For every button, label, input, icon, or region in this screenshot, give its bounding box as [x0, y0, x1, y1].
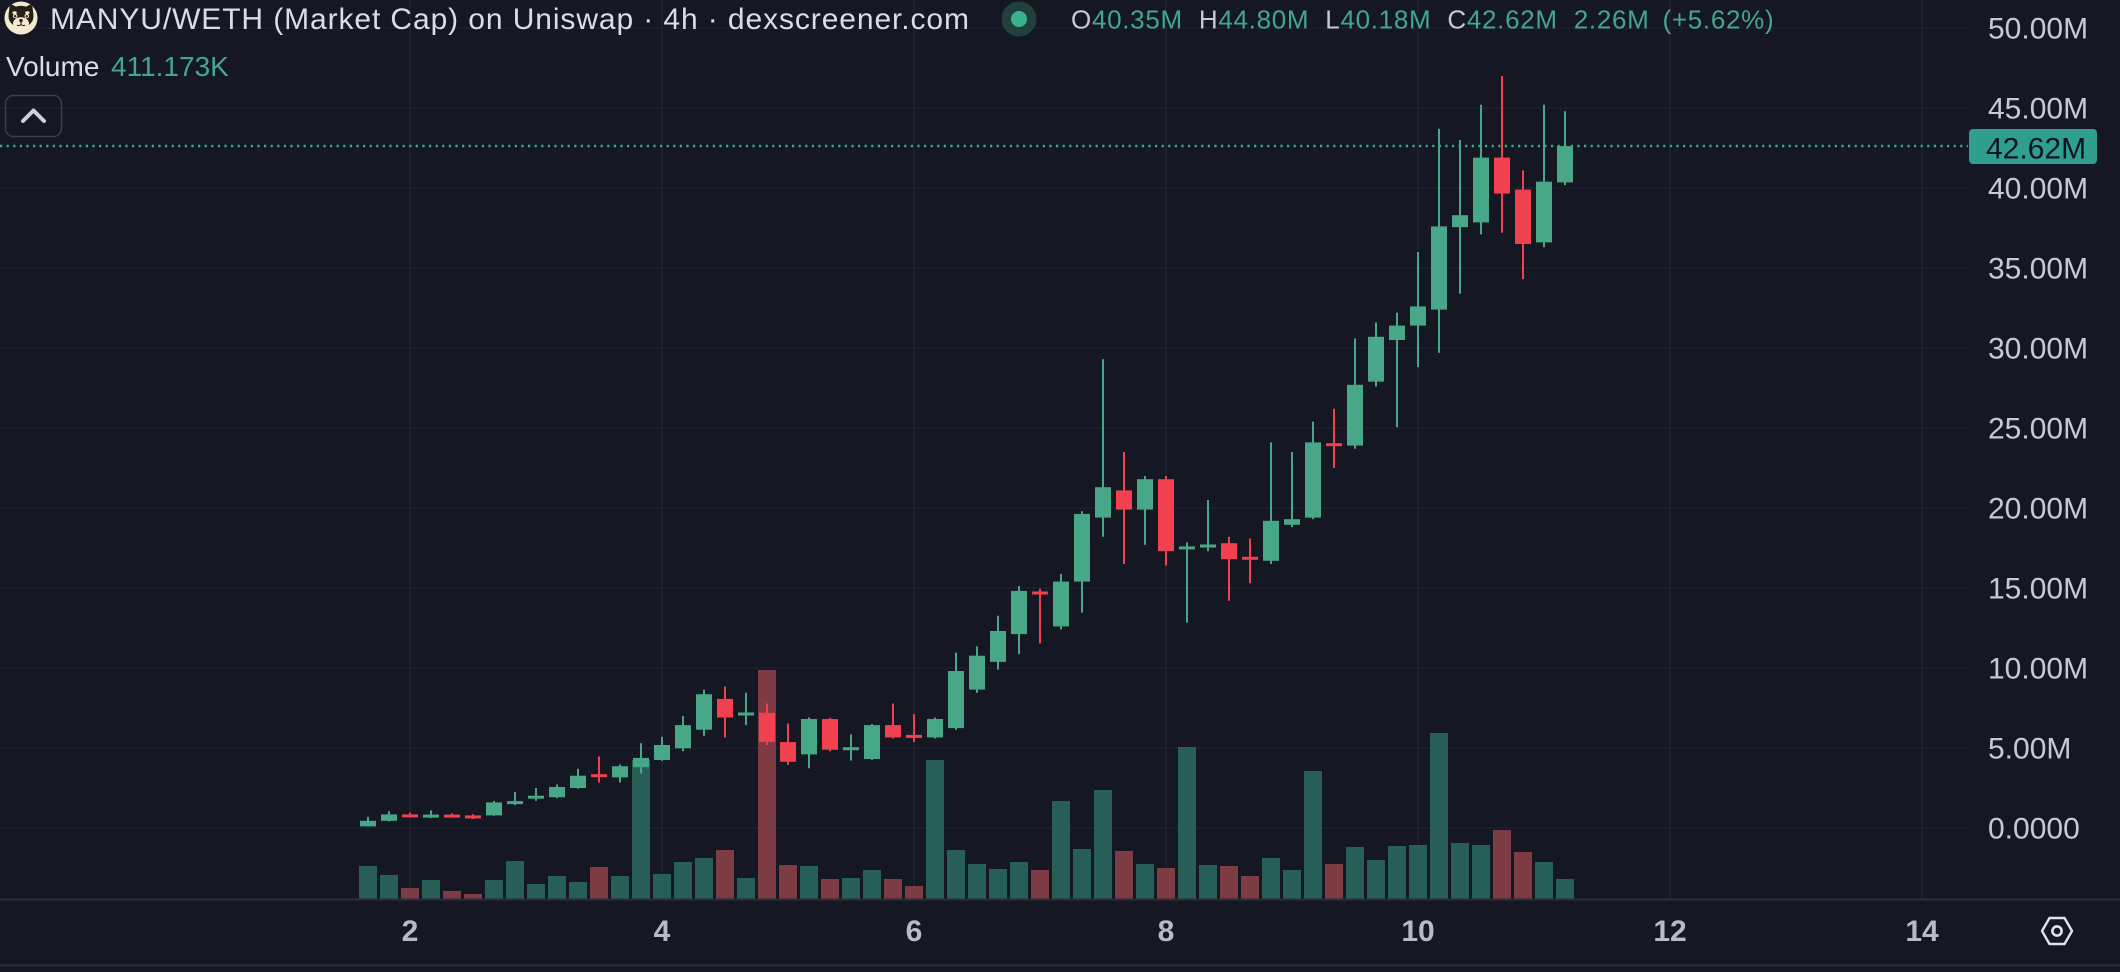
svg-text:20.00M: 20.00M [1988, 493, 2088, 526]
svg-text:2: 2 [402, 915, 419, 948]
svg-text:6: 6 [906, 915, 923, 948]
svg-text:45.00M: 45.00M [1988, 93, 2088, 126]
svg-text:40.00M: 40.00M [1988, 173, 2088, 206]
svg-text:5.00M: 5.00M [1988, 733, 2071, 766]
svg-text:14: 14 [1905, 915, 1939, 948]
svg-text:12: 12 [1653, 915, 1686, 948]
svg-text:50.00M: 50.00M [1988, 13, 2088, 46]
svg-text:10: 10 [1401, 915, 1434, 948]
svg-text:10.00M: 10.00M [1988, 653, 2088, 686]
svg-text:MANYU/WETH (Market Cap) on Uni: MANYU/WETH (Market Cap) on Uniswap · 4h … [50, 3, 970, 36]
svg-text:25.00M: 25.00M [1988, 413, 2088, 446]
svg-text:8: 8 [1158, 915, 1175, 948]
svg-text:0.0000: 0.0000 [1988, 813, 2080, 846]
svg-text:Volume: Volume [6, 51, 99, 82]
svg-text:411.173K: 411.173K [111, 51, 229, 82]
svg-text:42.62M: 42.62M [1986, 133, 2086, 166]
svg-text:30.00M: 30.00M [1988, 333, 2088, 366]
svg-text:4: 4 [654, 915, 671, 948]
svg-text:35.00M: 35.00M [1988, 253, 2088, 286]
svg-text:15.00M: 15.00M [1988, 573, 2088, 606]
